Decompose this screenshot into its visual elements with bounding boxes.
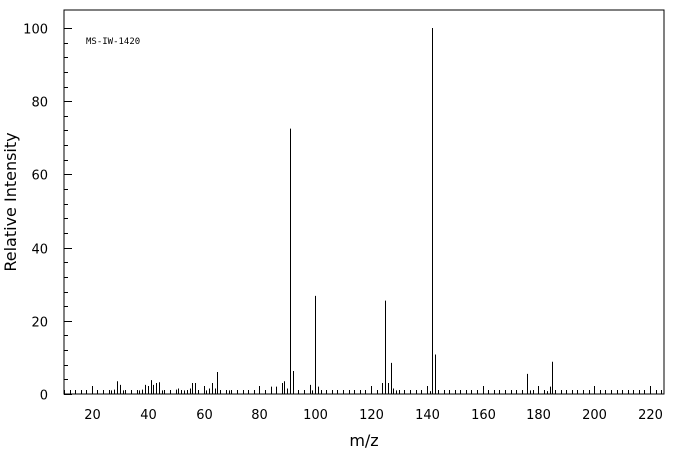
x-tick-label: 220 — [638, 408, 663, 423]
x-tick-label: 180 — [526, 408, 551, 423]
x-tick-label: 140 — [415, 408, 440, 423]
x-tick-label: 160 — [471, 408, 496, 423]
y-axis-ticks: 0 20 40 60 80 100 — [23, 23, 72, 404]
x-tick-label: 60 — [196, 408, 213, 423]
y-tick-label: 80 — [31, 96, 48, 111]
y-tick-label: 100 — [23, 23, 48, 38]
plot-frame — [63, 9, 665, 395]
y-tick-label: 60 — [31, 169, 48, 184]
x-tick-label: 20 — [84, 408, 101, 423]
x-axis-title: m/z — [349, 431, 378, 450]
peak-series — [109, 28, 556, 394]
x-tick-label: 40 — [140, 408, 157, 423]
x-tick-label: 120 — [359, 408, 384, 423]
y-axis-title: Relative Intensity — [1, 132, 20, 271]
x-tick-label: 80 — [251, 408, 268, 423]
x-axis-ticks: 20 40 60 80 100 120 140 160 180 200 220 — [64, 386, 663, 423]
x-tick-label: 100 — [303, 408, 328, 423]
y-tick-label: 20 — [31, 316, 48, 331]
x-tick-label: 200 — [582, 408, 607, 423]
y-tick-label: 40 — [31, 243, 48, 258]
spectrum-code-label: MS-IW-1420 — [86, 37, 140, 47]
y-tick-label: 0 — [40, 389, 48, 404]
